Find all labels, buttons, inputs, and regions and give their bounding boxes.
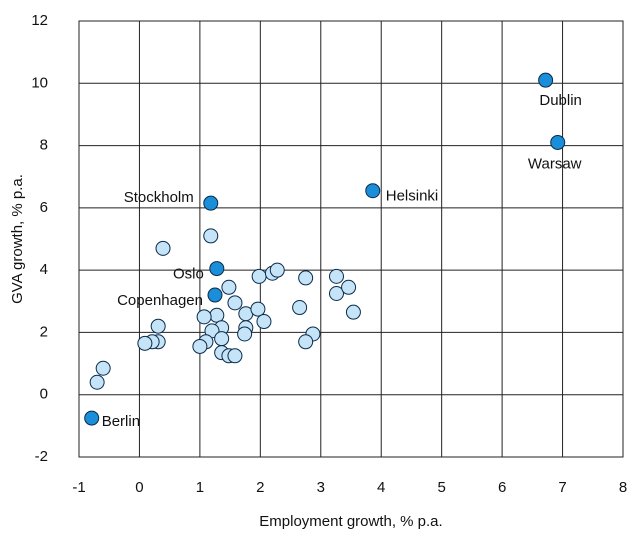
point <box>250 301 266 317</box>
x-tick-label: 3 <box>317 479 325 496</box>
point <box>365 183 381 199</box>
point <box>137 335 153 351</box>
point <box>328 286 344 301</box>
point <box>209 307 225 323</box>
x-tick-label: 6 <box>498 479 506 496</box>
point <box>538 72 554 88</box>
point <box>84 410 100 426</box>
y-tick-label: 4 <box>40 261 48 278</box>
x-tick-label: 8 <box>619 479 627 496</box>
point <box>214 331 230 347</box>
point <box>196 309 212 325</box>
point <box>95 360 111 376</box>
point <box>221 279 237 295</box>
x-tick-label: 7 <box>558 479 566 496</box>
x-tick-label: 1 <box>196 479 204 496</box>
point <box>341 279 357 295</box>
point <box>298 270 314 286</box>
point-label: Warsaw <box>528 155 582 172</box>
point <box>203 195 219 211</box>
y-tick-label: 12 <box>31 12 48 29</box>
y-axis-title: GVA growth, % p.a. <box>9 174 26 304</box>
y-tick-label: -2 <box>35 448 48 465</box>
y-tick-label: 8 <box>40 137 48 154</box>
point <box>207 287 223 303</box>
y-tick-label: 10 <box>31 74 48 91</box>
x-tick-label: 5 <box>437 479 445 496</box>
plot-frame <box>78 20 624 458</box>
x-tick-label: 0 <box>135 479 143 496</box>
point <box>237 326 253 342</box>
point <box>155 240 171 256</box>
point <box>292 300 308 316</box>
point <box>192 338 208 354</box>
point <box>203 228 219 244</box>
point <box>251 268 267 284</box>
point <box>150 318 166 334</box>
point <box>345 304 361 320</box>
point <box>298 334 314 350</box>
point <box>89 374 105 390</box>
y-tick-label: 2 <box>40 323 48 340</box>
point <box>227 295 243 311</box>
point <box>269 262 285 278</box>
x-axis-title: Employment growth, % p.a. <box>259 513 442 530</box>
y-tick-label: 0 <box>40 386 48 403</box>
point <box>550 134 566 150</box>
point <box>209 261 225 277</box>
point-label: Stockholm <box>124 189 194 206</box>
point <box>256 314 272 330</box>
point <box>227 348 243 364</box>
point-label: Helsinki <box>386 188 439 205</box>
y-tick-label: 6 <box>40 199 48 216</box>
point <box>328 268 344 284</box>
point-label: Dublin <box>539 92 582 109</box>
x-tick-label: 4 <box>377 479 385 496</box>
x-tick-label: -1 <box>72 479 85 496</box>
point-label: Copenhagen <box>117 292 203 309</box>
point-label: Oslo <box>173 266 204 283</box>
point-label: Berlin <box>102 413 140 430</box>
x-tick-label: 2 <box>256 479 264 496</box>
